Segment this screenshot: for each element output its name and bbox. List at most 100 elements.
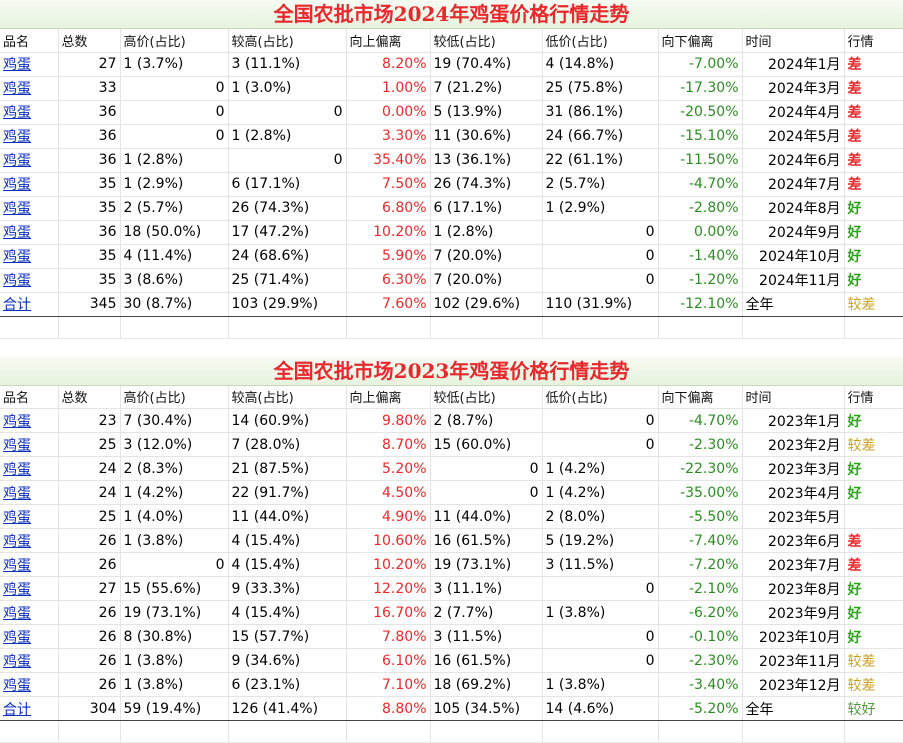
cell-lower[interactable]: 18 (69.2%)	[430, 673, 542, 697]
column-header[interactable]: 低价(占比)	[542, 29, 658, 52]
cell-lower[interactable]: 19 (70.4%)	[430, 52, 542, 76]
cell-high[interactable]: 1 (3.8%)	[120, 673, 228, 697]
cell-up[interactable]: 3.30%	[346, 124, 430, 148]
cell-higher[interactable]: 15 (57.7%)	[228, 625, 346, 649]
cell-up[interactable]: 6.30%	[346, 268, 430, 292]
cell-higher[interactable]: 9 (33.3%)	[228, 577, 346, 601]
cell-name[interactable]: 鸡蛋	[0, 244, 58, 268]
cell-lower[interactable]: 26 (74.3%)	[430, 172, 542, 196]
empty-cell[interactable]	[542, 316, 658, 338]
cell-down[interactable]: -3.40%	[658, 673, 742, 697]
cell-up[interactable]: 10.20%	[346, 220, 430, 244]
cell-high[interactable]: 3 (12.0%)	[120, 433, 228, 457]
cell-high[interactable]: 1 (3.8%)	[120, 649, 228, 673]
cell-trend[interactable]: 好	[844, 220, 903, 244]
column-header[interactable]: 行情	[844, 386, 903, 409]
cell-total[interactable]: 36	[58, 220, 120, 244]
cell-lower[interactable]: 102 (29.6%)	[430, 292, 542, 316]
cell-high[interactable]: 1 (3.8%)	[120, 529, 228, 553]
product-link[interactable]: 鸡蛋	[3, 582, 31, 598]
cell-higher[interactable]: 4 (15.4%)	[228, 601, 346, 625]
product-link[interactable]: 鸡蛋	[3, 273, 31, 289]
cell-down[interactable]: -15.10%	[658, 124, 742, 148]
cell-name[interactable]: 鸡蛋	[0, 673, 58, 697]
product-link[interactable]: 鸡蛋	[3, 105, 31, 121]
cell-name[interactable]: 鸡蛋	[0, 148, 58, 172]
cell-trend[interactable]: 较差	[844, 673, 903, 697]
total-link[interactable]: 合计	[3, 297, 31, 313]
cell-name[interactable]: 鸡蛋	[0, 196, 58, 220]
cell-time[interactable]: 2023年6月	[742, 529, 844, 553]
cell-high[interactable]: 1 (3.7%)	[120, 52, 228, 76]
cell-high[interactable]: 0	[120, 76, 228, 100]
product-link[interactable]: 鸡蛋	[3, 249, 31, 265]
cell-high[interactable]: 8 (30.8%)	[120, 625, 228, 649]
cell-higher[interactable]: 21 (87.5%)	[228, 457, 346, 481]
cell-high[interactable]: 15 (55.6%)	[120, 577, 228, 601]
cell-name[interactable]: 鸡蛋	[0, 76, 58, 100]
cell-down[interactable]: -20.50%	[658, 100, 742, 124]
cell-lower[interactable]: 2 (7.7%)	[430, 601, 542, 625]
cell-low[interactable]: 2 (5.7%)	[542, 172, 658, 196]
cell-down[interactable]: -2.10%	[658, 577, 742, 601]
product-link[interactable]: 鸡蛋	[3, 606, 31, 622]
cell-down[interactable]: -5.20%	[658, 697, 742, 721]
cell-low[interactable]: 0	[542, 433, 658, 457]
cell-up[interactable]: 5.90%	[346, 244, 430, 268]
cell-higher[interactable]: 103 (29.9%)	[228, 292, 346, 316]
cell-high[interactable]: 7 (30.4%)	[120, 409, 228, 433]
cell-higher[interactable]: 0	[228, 100, 346, 124]
cell-lower[interactable]: 5 (13.9%)	[430, 100, 542, 124]
cell-trend[interactable]: 好	[844, 409, 903, 433]
cell-time[interactable]: 2024年10月	[742, 244, 844, 268]
cell-time[interactable]: 2024年5月	[742, 124, 844, 148]
cell-name[interactable]: 鸡蛋	[0, 409, 58, 433]
cell-lower[interactable]: 6 (17.1%)	[430, 196, 542, 220]
product-link[interactable]: 鸡蛋	[3, 201, 31, 217]
cell-total[interactable]: 35	[58, 172, 120, 196]
cell-name[interactable]: 鸡蛋	[0, 601, 58, 625]
cell-high[interactable]: 2 (5.7%)	[120, 196, 228, 220]
cell-trend[interactable]: 较差	[844, 292, 903, 316]
cell-trend[interactable]: 好	[844, 481, 903, 505]
cell-up[interactable]: 16.70%	[346, 601, 430, 625]
cell-high[interactable]: 1 (2.8%)	[120, 148, 228, 172]
cell-lower[interactable]: 7 (21.2%)	[430, 76, 542, 100]
cell-name[interactable]: 鸡蛋	[0, 172, 58, 196]
cell-lower[interactable]: 16 (61.5%)	[430, 649, 542, 673]
cell-down[interactable]: -12.10%	[658, 292, 742, 316]
column-header[interactable]: 向上偏离	[346, 386, 430, 409]
cell-higher[interactable]: 1 (2.8%)	[228, 124, 346, 148]
cell-down[interactable]: -2.80%	[658, 196, 742, 220]
cell-down[interactable]: 0.00%	[658, 220, 742, 244]
cell-down[interactable]: -0.10%	[658, 625, 742, 649]
cell-up[interactable]: 8.70%	[346, 433, 430, 457]
cell-total[interactable]: 25	[58, 433, 120, 457]
cell-low[interactable]: 31 (86.1%)	[542, 100, 658, 124]
cell-down[interactable]: -7.40%	[658, 529, 742, 553]
cell-lower[interactable]: 11 (30.6%)	[430, 124, 542, 148]
cell-total[interactable]: 26	[58, 553, 120, 577]
cell-up[interactable]: 8.20%	[346, 52, 430, 76]
cell-name[interactable]: 鸡蛋	[0, 457, 58, 481]
cell-trend[interactable]: 较差	[844, 649, 903, 673]
cell-time[interactable]: 2023年4月	[742, 481, 844, 505]
cell-time[interactable]: 2023年9月	[742, 601, 844, 625]
cell-up[interactable]: 35.40%	[346, 148, 430, 172]
cell-high[interactable]: 0	[120, 100, 228, 124]
cell-higher[interactable]: 17 (47.2%)	[228, 220, 346, 244]
cell-lower[interactable]: 105 (34.5%)	[430, 697, 542, 721]
cell-up[interactable]: 7.10%	[346, 673, 430, 697]
product-link[interactable]: 鸡蛋	[3, 510, 31, 526]
cell-down[interactable]: -2.30%	[658, 433, 742, 457]
cell-trend[interactable]: 好	[844, 601, 903, 625]
column-header[interactable]: 向上偏离	[346, 29, 430, 52]
cell-lower[interactable]: 2 (8.7%)	[430, 409, 542, 433]
cell-trend[interactable]: 较差	[844, 433, 903, 457]
cell-trend[interactable]: 差	[844, 553, 903, 577]
cell-name[interactable]: 鸡蛋	[0, 220, 58, 244]
cell-trend[interactable]: 差	[844, 76, 903, 100]
cell-time[interactable]: 2024年1月	[742, 52, 844, 76]
cell-higher[interactable]: 6 (17.1%)	[228, 172, 346, 196]
column-header[interactable]: 总数	[58, 29, 120, 52]
